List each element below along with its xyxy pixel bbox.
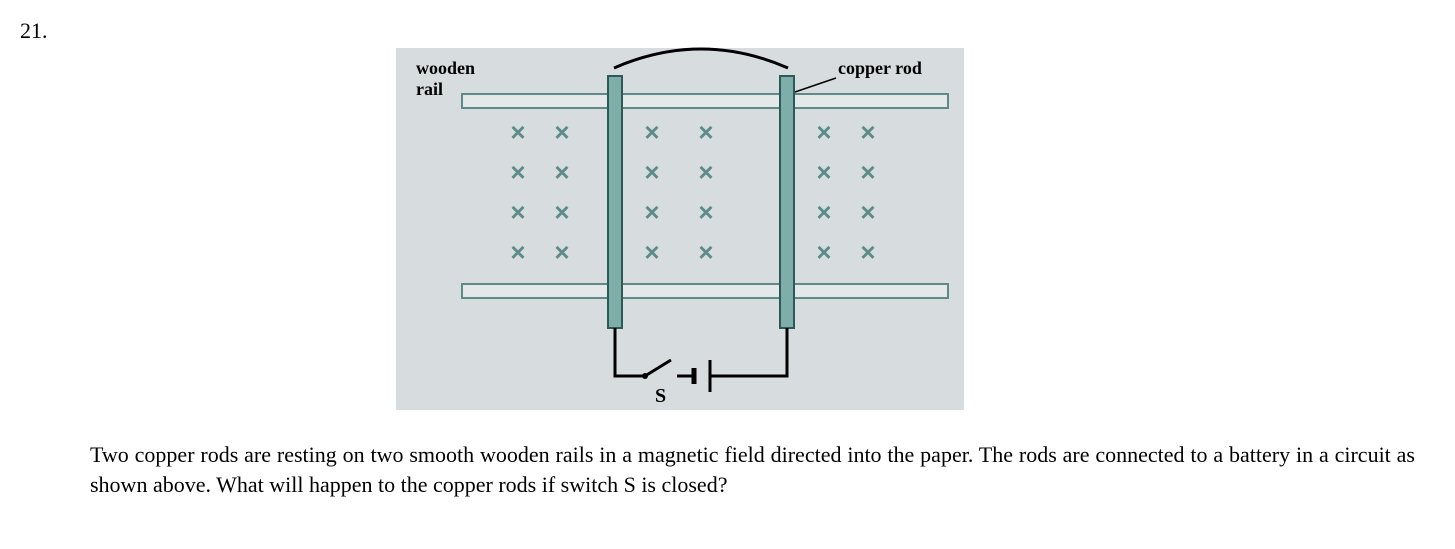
field-cross-icon: × — [554, 157, 569, 187]
field-cross-icon: × — [510, 197, 525, 227]
copper-rod-right — [780, 76, 794, 328]
figure-container: × × × × × × × × × × × × × × × × × × × × × × × × S wooden rail co… — [390, 28, 970, 418]
field-cross-icon: × — [698, 237, 713, 267]
field-cross-icon: × — [816, 237, 831, 267]
switch-label: S — [655, 385, 666, 407]
label-wooden-rail: wooden rail — [416, 58, 475, 99]
field-cross-icon: × — [554, 197, 569, 227]
copper-rod-left — [608, 76, 622, 328]
field-cross-icon: × — [816, 197, 831, 227]
field-cross-icon: × — [510, 237, 525, 267]
page: 21. × × × × × × × × × × × × × × × × × × × × × × × × S wooden rai… — [0, 0, 1455, 549]
field-cross-icon: × — [860, 237, 875, 267]
field-cross-icon: × — [644, 197, 659, 227]
field-cross-icon: × — [860, 117, 875, 147]
physics-diagram: × × × × × × × × × × × × × × × × × × × × × × × × S — [390, 28, 970, 418]
label-copper-rod: copper rod — [838, 58, 922, 79]
field-cross-icon: × — [816, 117, 831, 147]
field-cross-icon: × — [816, 157, 831, 187]
wooden-rail-top — [462, 94, 948, 108]
field-cross-icon: × — [554, 117, 569, 147]
wooden-rail-bottom — [462, 284, 948, 298]
field-cross-icon: × — [510, 157, 525, 187]
field-cross-icon: × — [644, 237, 659, 267]
label-wooden-line1: wooden — [416, 58, 475, 78]
field-cross-icon: × — [860, 197, 875, 227]
label-wooden-line2: rail — [416, 79, 443, 99]
field-cross-icon: × — [554, 237, 569, 267]
field-cross-icon: × — [510, 117, 525, 147]
question-text: Two copper rods are resting on two smoot… — [90, 440, 1415, 499]
question-number: 21. — [20, 18, 48, 44]
field-cross-icon: × — [698, 157, 713, 187]
field-cross-icon: × — [698, 117, 713, 147]
field-cross-icon: × — [644, 157, 659, 187]
field-cross-icon: × — [644, 117, 659, 147]
field-cross-icon: × — [860, 157, 875, 187]
field-cross-icon: × — [698, 197, 713, 227]
